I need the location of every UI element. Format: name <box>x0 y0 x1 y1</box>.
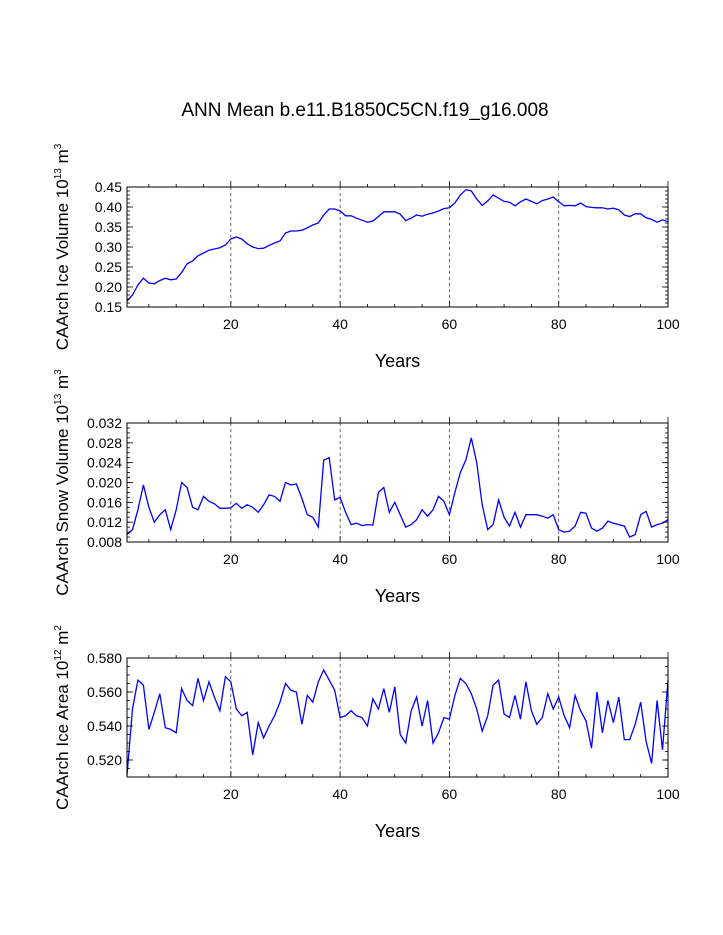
x-tick-label: 60 <box>442 316 458 332</box>
figure-title: ANN Mean b.e11.B1850C5CN.f19_g16.008 <box>181 100 548 121</box>
data-line <box>126 668 669 776</box>
data-line <box>126 189 669 302</box>
x-tick-label: 40 <box>332 786 348 802</box>
y-label-main: CAArch Snow Volume 10 <box>53 405 72 596</box>
y-tick-label: 0.25 <box>95 259 122 275</box>
plot-frame <box>126 422 669 543</box>
x-tick-label: 100 <box>656 551 680 567</box>
y-tick-label: 0.028 <box>87 435 122 451</box>
y-label-exponent: 13 <box>53 168 64 180</box>
data-line <box>126 437 669 538</box>
y-label-unit: m <box>53 375 72 394</box>
x-tick-label: 20 <box>223 316 239 332</box>
y-axis-label: CAArch Snow Volume 1013 m3 <box>53 369 72 596</box>
y-tick-label: 0.15 <box>95 299 122 315</box>
y-tick-label: 0.012 <box>87 514 122 530</box>
y-tick-label: 0.008 <box>87 534 122 550</box>
x-tick-label: 60 <box>442 551 458 567</box>
y-label-unit-exponent: 3 <box>53 143 64 149</box>
y-tick-label: 0.35 <box>95 219 122 235</box>
x-tick-label: 100 <box>656 786 680 802</box>
chart-panel-1: 20 40 60 80 100 0.15 0.20 0.25 0.30 0.35 0.40 0.45 Y… <box>53 143 680 371</box>
y-label-main: CAArch Ice Volume 10 <box>53 179 72 350</box>
y-tick-label: 0.032 <box>87 415 122 431</box>
y-label-exponent: 13 <box>53 393 64 405</box>
x-axis-label: Years <box>375 586 420 606</box>
x-tick-label: 60 <box>442 786 458 802</box>
plot-frame <box>126 186 669 308</box>
x-tick-label: 100 <box>656 316 680 332</box>
x-tick-label: 80 <box>551 551 567 567</box>
y-axis-label: CAArch Ice Volume 1013 m3 <box>53 143 72 350</box>
y-tick-label: 0.560 <box>87 684 122 700</box>
y-tick-label: 0.020 <box>87 475 122 491</box>
y-tick-label: 0.580 <box>87 650 122 666</box>
x-tick-label: 80 <box>551 786 567 802</box>
x-axis-label: Years <box>375 821 420 841</box>
panels: 20 40 60 80 100 0.15 0.20 0.25 0.30 0.35 0.40 0.45 Y… <box>53 143 680 841</box>
chart-panel-3: 20 40 60 80 100 0.520 0.540 0.560 0.580 Years CAAr… <box>53 625 680 841</box>
x-tick-label: 40 <box>332 316 348 332</box>
y-label-unit: m <box>53 631 72 650</box>
y-tick-label: 0.540 <box>87 718 122 734</box>
y-label-unit-exponent: 2 <box>53 625 64 631</box>
y-label-main: CAArch Ice Area 10 <box>53 661 72 810</box>
y-tick-label: 0.520 <box>87 752 122 768</box>
y-tick-label: 0.024 <box>87 455 122 471</box>
x-axis-label: Years <box>375 351 420 371</box>
plot-frame <box>126 657 669 778</box>
y-axis-label: CAArch Ice Area 1012 m2 <box>53 625 72 810</box>
y-label-exponent: 12 <box>53 649 64 661</box>
y-tick-label: 0.20 <box>95 279 122 295</box>
y-tick-label: 0.016 <box>87 494 122 510</box>
y-tick-label: 0.45 <box>95 179 122 195</box>
x-tick-label: 20 <box>223 786 239 802</box>
x-tick-label: 40 <box>332 551 348 567</box>
y-label-unit-exponent: 3 <box>53 369 64 375</box>
y-label-unit: m <box>53 149 72 168</box>
y-tick-label: 0.40 <box>95 199 122 215</box>
x-tick-label: 20 <box>223 551 239 567</box>
y-tick-label: 0.30 <box>95 239 122 255</box>
chart-panel-2: 20 40 60 80 100 0.008 0.012 0.016 0.020 0.024 0.02… <box>53 369 680 606</box>
x-tick-label: 80 <box>551 316 567 332</box>
